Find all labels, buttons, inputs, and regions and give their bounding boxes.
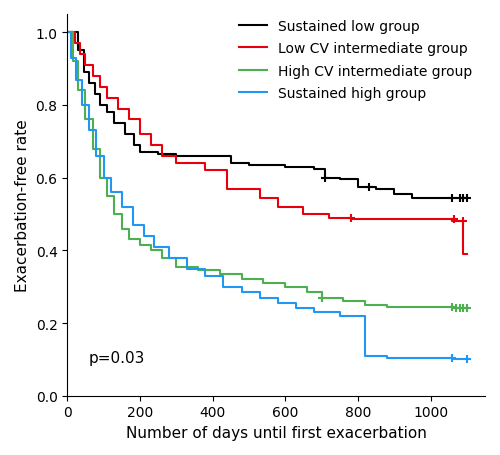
Text: p=0.03: p=0.03 (88, 350, 144, 365)
Y-axis label: Exacerbation-free rate: Exacerbation-free rate (15, 119, 30, 292)
Legend: Sustained low group, Low CV intermediate group, High CV intermediate group, Sust: Sustained low group, Low CV intermediate… (234, 15, 478, 106)
X-axis label: Number of days until first exacerbation: Number of days until first exacerbation (126, 425, 426, 440)
